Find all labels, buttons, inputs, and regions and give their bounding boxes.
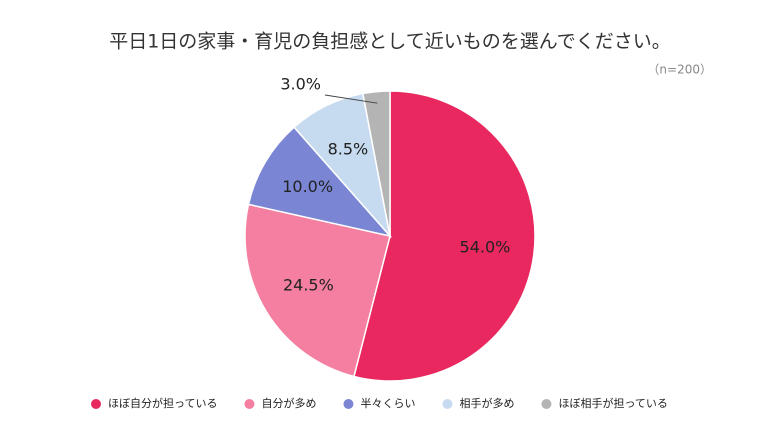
data-label: 3.0% bbox=[280, 75, 321, 94]
leader-line bbox=[324, 94, 378, 104]
legend-label: 自分が多め bbox=[261, 396, 316, 410]
legend-label: 相手が多め bbox=[459, 396, 514, 410]
data-label: 8.5% bbox=[328, 140, 369, 159]
legend-marker bbox=[91, 399, 101, 409]
legend-marker bbox=[541, 399, 552, 409]
data-label: 54.0% bbox=[460, 237, 511, 256]
legend-label: ほぼ相手が担っている bbox=[558, 396, 667, 410]
data-label: 24.5% bbox=[283, 276, 334, 295]
legend-marker bbox=[244, 399, 255, 409]
chart-title: 平日1日の家事・育児の負担感として近いものを選んでください。 bbox=[109, 31, 671, 53]
legend-label: 半々くらい bbox=[360, 396, 415, 410]
pie-slice bbox=[244, 203, 391, 378]
legend-label: ほぼ自分が担っている bbox=[108, 396, 217, 410]
pie-slice bbox=[247, 126, 393, 238]
legend-marker bbox=[343, 399, 354, 409]
pie-slice bbox=[361, 90, 391, 237]
chart-subtitle: （n=200） bbox=[647, 63, 712, 77]
pie-slice bbox=[353, 90, 536, 382]
data-label: 10.0% bbox=[282, 177, 333, 196]
legend-marker bbox=[442, 399, 453, 409]
